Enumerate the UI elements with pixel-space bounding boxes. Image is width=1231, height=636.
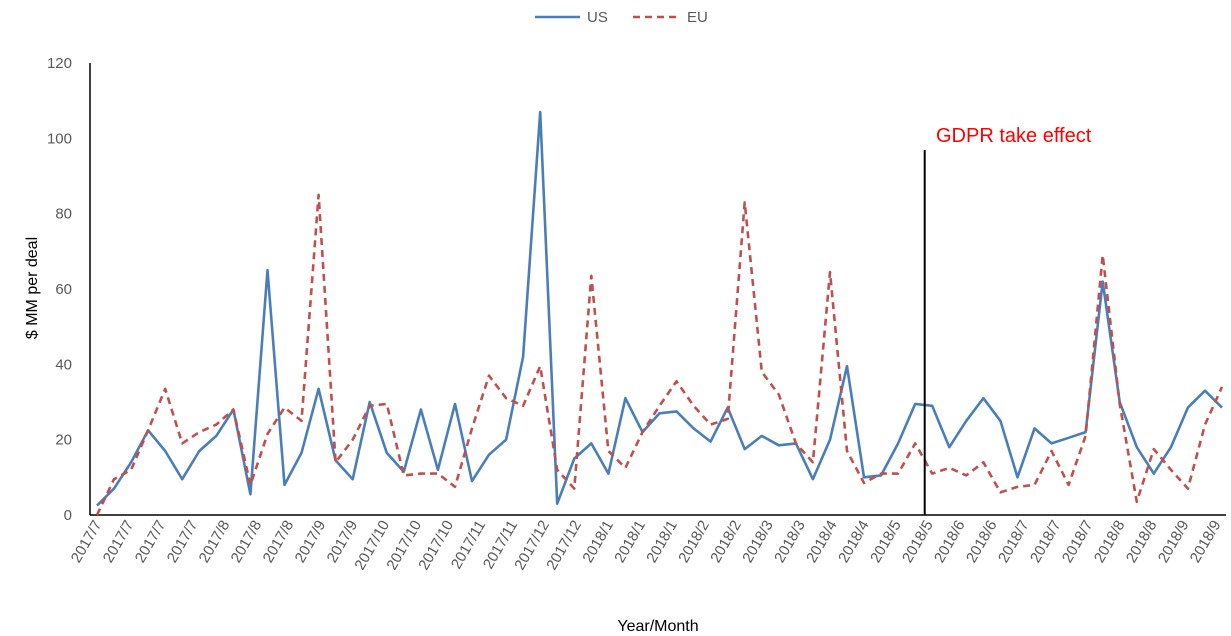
x-tick-label: 2018/5 <box>867 518 905 566</box>
y-axis-ticks: 0 20 40 60 80 100 120 <box>47 55 72 524</box>
x-tick-label: 2018/8 <box>1123 518 1161 566</box>
x-tick-label: 2017/7 <box>100 518 138 566</box>
x-tick-label: 2018/6 <box>931 518 969 566</box>
x-tick-label: 2017/8 <box>260 518 298 566</box>
x-tick-label: 2017/9 <box>292 518 330 566</box>
x-tick-label: 2017/8 <box>228 518 266 566</box>
y-tick-label: 100 <box>47 130 72 147</box>
x-axis-title: Year/Month <box>617 618 698 635</box>
legend-us-label: US <box>587 9 608 26</box>
x-tick-label: 2018/7 <box>995 518 1033 566</box>
x-tick-label: 2018/2 <box>675 518 713 566</box>
y-tick-label: 40 <box>55 356 72 373</box>
y-tick-label: 20 <box>55 432 72 449</box>
x-tick-label: 2017/7 <box>164 518 202 566</box>
y-tick-label: 120 <box>47 55 72 72</box>
series-layer <box>95 110 1224 516</box>
x-tick-label: 2018/7 <box>1027 518 1065 566</box>
x-tick-label: 2018/1 <box>643 518 681 566</box>
y-axis-title: $ MM per deal <box>24 237 41 339</box>
x-tick-label: 2018/1 <box>579 518 617 566</box>
x-tick-label: 2017/8 <box>196 518 234 566</box>
x-tick-label: 2018/3 <box>739 518 777 566</box>
x-tick-label: 2018/9 <box>1187 518 1225 566</box>
x-tick-label: 2018/9 <box>1155 518 1193 566</box>
x-tick-label: 2018/6 <box>963 517 1001 565</box>
x-tick-label: 2018/3 <box>771 518 809 566</box>
x-tick-label: 2018/4 <box>803 518 841 566</box>
x-axis-ticks: 2017/72017/72017/72017/72017/82017/82017… <box>68 517 1225 572</box>
y-tick-label: 80 <box>55 206 72 223</box>
y-tick-label: 0 <box>64 507 72 524</box>
x-tick-label: 2017/7 <box>68 518 106 566</box>
eu-series-line <box>95 193 1224 516</box>
x-tick-label: 2018/7 <box>1059 518 1097 566</box>
x-tick-label: 2018/5 <box>899 518 937 566</box>
x-tick-label: 2018/2 <box>707 518 745 566</box>
x-tick-label: 2018/4 <box>835 518 873 566</box>
x-tick-label: 2017/7 <box>132 518 170 566</box>
x-tick-label: 2018/8 <box>1091 518 1129 566</box>
x-tick-label: 2018/1 <box>611 518 649 566</box>
legend-eu-label: EU <box>687 9 708 26</box>
gdpr-annotation: GDPR take effect <box>936 125 1092 147</box>
y-tick-label: 60 <box>55 281 72 298</box>
legend: US EU <box>535 9 708 26</box>
us-series-line <box>96 110 1223 507</box>
